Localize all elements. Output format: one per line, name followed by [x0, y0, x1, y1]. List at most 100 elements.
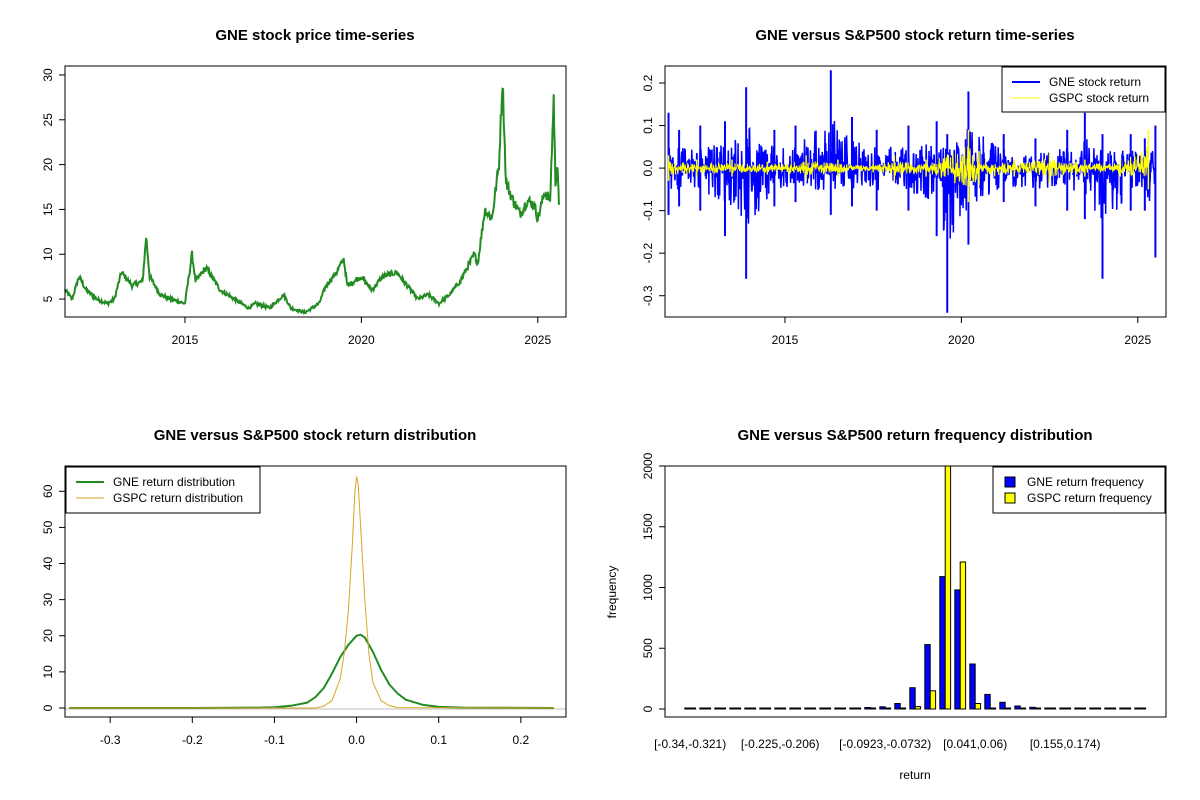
y-tick-label: -0.2	[641, 243, 655, 264]
panel-price-title: GNE stock price time-series	[215, 27, 414, 44]
gne-frequency-bar	[969, 663, 976, 710]
y-tick-label: 50	[41, 520, 55, 534]
y-tick-label: 15	[41, 202, 55, 216]
gne-frequency-bar	[1044, 707, 1051, 710]
x-tick-label: [0.041,0.06)	[943, 737, 1007, 751]
x-tick-label: 0.2	[512, 733, 529, 747]
x-tick-label: 2020	[948, 333, 975, 347]
legend-box	[992, 466, 1166, 514]
gne-frequency-bar	[984, 693, 991, 710]
x-tick-label: [-0.34,-0.321)	[654, 737, 726, 751]
gspc-frequency-bar	[719, 707, 727, 710]
gspc-frequency-bar	[689, 707, 697, 710]
x-tick-label: -0.2	[182, 733, 203, 747]
gne-frequency-bar	[1029, 706, 1036, 710]
gspc-density-line	[69, 476, 554, 709]
gspc-frequency-bar	[704, 707, 712, 710]
gne-frequency-bar	[729, 707, 736, 710]
gne-frequency-bar	[1074, 707, 1081, 710]
gspc-frequency-bar	[884, 707, 892, 710]
gspc-frequency-bar	[1019, 707, 1027, 710]
gne-frequency-bar	[684, 707, 691, 710]
gne-frequency-bar	[864, 707, 871, 710]
x-tick-label: 2025	[524, 333, 551, 347]
gspc-frequency-bar	[749, 707, 757, 710]
panel-returns-series	[667, 70, 1157, 313]
y-tick-label: 1500	[641, 513, 655, 540]
panel-returns: GNE versus S&P500 stock return time-seri…	[641, 27, 1167, 347]
panel-price-series	[64, 87, 560, 316]
gspc-frequency-bar	[1049, 707, 1057, 710]
y-tick-label: 5	[41, 295, 55, 302]
gne-frequency-bar	[1104, 707, 1111, 710]
x-tick-label: 2020	[348, 333, 375, 347]
gspc-frequency-bar	[1124, 707, 1132, 710]
gspc-frequency-bar	[974, 703, 982, 710]
legend-label-gspc: GSPC return frequency	[1027, 491, 1152, 505]
y-tick-label: 500	[641, 638, 655, 658]
gne-frequency-bar	[699, 707, 706, 710]
gne-frequency-bar	[939, 576, 946, 710]
y-tick-label: 0	[41, 704, 55, 711]
gne-frequency-bar	[999, 701, 1006, 710]
gne-frequency-bar	[789, 707, 796, 710]
gspc-frequency-bar	[839, 707, 847, 710]
gne-frequency-bar	[834, 707, 841, 710]
panel-density: GNE versus S&P500 stock return distribut…	[41, 427, 567, 747]
gne-frequency-bar	[819, 707, 826, 710]
gspc-frequency-bar	[959, 561, 967, 710]
gspc-frequency-bar	[1004, 707, 1012, 710]
gne-return-line	[667, 120, 1157, 239]
gspc-frequency-bar	[1034, 707, 1042, 710]
x-tick-label: [-0.225,-0.206)	[741, 737, 820, 751]
gspc-frequency-bar	[989, 707, 997, 710]
gspc-frequency-bar	[764, 707, 772, 710]
gspc-frequency-bar	[794, 707, 802, 710]
gne-frequency-bar	[714, 707, 721, 710]
gne-frequency-bar	[924, 644, 931, 710]
gspc-frequency-bar	[824, 707, 832, 710]
y-tick-label: 25	[41, 113, 55, 127]
gspc-frequency-bar	[1064, 707, 1072, 710]
legend-label-gspc: GSPC stock return	[1049, 91, 1149, 105]
x-tick-label: 0.0	[348, 733, 365, 747]
legend-label-gne: GNE return distribution	[113, 475, 235, 489]
gspc-frequency-bar	[914, 706, 922, 710]
gspc-frequency-bar	[809, 707, 817, 710]
price-series-line	[64, 87, 560, 316]
gne-frequency-bar	[759, 707, 766, 710]
gne-frequency-bar	[954, 589, 961, 710]
y-tick-label: -0.3	[641, 285, 655, 306]
legend-label-gne: GNE stock return	[1049, 75, 1141, 89]
y-tick-label: 0.1	[641, 117, 655, 134]
panel-returns-title: GNE versus S&P500 stock return time-seri…	[755, 27, 1074, 44]
gne-frequency-bar	[879, 706, 886, 710]
panel-histogram-legend: GNE return frequency GSPC return frequen…	[992, 466, 1166, 514]
gne-frequency-bar	[804, 707, 811, 710]
gne-frequency-bar	[744, 707, 751, 710]
gne-frequency-bar	[849, 707, 856, 710]
y-tick-label: 1000	[641, 574, 655, 601]
gspc-frequency-bar	[779, 707, 787, 710]
y-tick-label: 10	[41, 247, 55, 261]
gspc-frequency-bar	[1139, 707, 1147, 710]
x-tick-label: 0.1	[430, 733, 447, 747]
legend-box	[1001, 66, 1166, 113]
legend-swatch-gspc	[1004, 492, 1016, 504]
x-tick-label: 2015	[772, 333, 799, 347]
y-tick-label: 60	[41, 484, 55, 498]
gne-frequency-bar	[1014, 705, 1021, 710]
gne-frequency-bar	[909, 687, 916, 710]
panel-density-legend: GNE return distribution GSPC return dist…	[65, 466, 261, 514]
x-tick-label: 2025	[1124, 333, 1151, 347]
gne-frequency-bar	[1089, 707, 1096, 710]
gspc-frequency-bar	[944, 465, 952, 710]
gspc-frequency-bar	[734, 707, 742, 710]
gne-frequency-bar	[894, 703, 901, 710]
gspc-return-line	[668, 146, 1149, 187]
panel-density-title: GNE versus S&P500 stock return distribut…	[154, 427, 477, 444]
gspc-frequency-bar	[1079, 707, 1087, 710]
x-tick-label: -0.1	[264, 733, 285, 747]
gne-density-line	[69, 633, 554, 709]
